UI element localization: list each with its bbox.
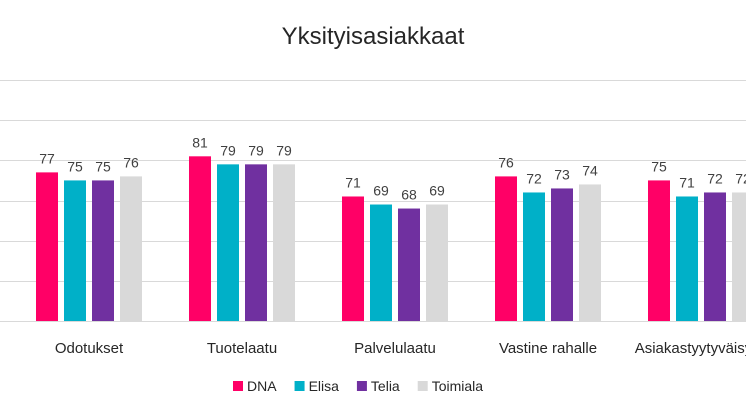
bar — [732, 192, 746, 321]
bars — [36, 156, 746, 321]
data-label: 69 — [429, 183, 445, 199]
data-label: 68 — [401, 187, 417, 203]
data-label: 76 — [498, 154, 514, 170]
data-label: 69 — [373, 183, 389, 199]
data-label: 76 — [123, 154, 139, 170]
legend-label: Telia — [371, 378, 400, 394]
data-label: 74 — [582, 162, 598, 178]
bar — [342, 196, 364, 321]
bar — [370, 204, 392, 321]
bar — [120, 176, 142, 321]
bar — [398, 208, 420, 321]
bar — [495, 176, 517, 321]
bar — [579, 184, 601, 321]
data-label: 71 — [679, 174, 695, 190]
legend-swatch — [356, 381, 367, 391]
bar — [217, 164, 239, 321]
data-label: 75 — [67, 158, 83, 174]
data-label: 79 — [248, 142, 264, 158]
legend-label: Elisa — [309, 378, 340, 394]
bar — [523, 192, 545, 321]
chart-title: Yksityisasiakkaat — [282, 23, 465, 50]
legend-item: Toimiala — [417, 378, 484, 394]
bar — [426, 204, 448, 321]
legend-label: DNA — [247, 378, 277, 394]
legend-item: Elisa — [294, 378, 340, 394]
data-label: 72 — [735, 170, 746, 186]
legend-item: DNA — [233, 378, 277, 394]
bar — [36, 172, 58, 321]
bar — [648, 180, 670, 321]
bar — [551, 188, 573, 321]
category-labels: Odotukset Tuotelaatu Palvelulaatu Vastine r… — [55, 340, 746, 357]
bar — [273, 164, 295, 321]
data-label: 79 — [220, 142, 236, 158]
legend-item: Telia — [356, 378, 400, 394]
bar — [704, 192, 726, 321]
data-labels: 77 75 75 76 81 79 79 79 71 69 68 69 76 72 73 74 75 71 72 72 — [39, 134, 746, 202]
data-label: 71 — [345, 174, 361, 190]
bar — [245, 164, 267, 321]
legend-swatch — [294, 381, 305, 391]
category-label: Asiakastyytyväisyys — [635, 340, 746, 357]
data-label: 79 — [276, 142, 292, 158]
bar — [92, 180, 114, 321]
legend-swatch — [233, 381, 243, 391]
data-label: 75 — [95, 158, 111, 174]
data-label: 81 — [192, 134, 208, 150]
bar — [189, 156, 211, 321]
data-label: 72 — [707, 170, 723, 186]
category-label: Tuotelaatu — [207, 340, 277, 357]
bar — [64, 180, 86, 321]
data-label: 73 — [554, 166, 570, 182]
legend-label: Toimiala — [432, 378, 484, 394]
legend: DNA Elisa Telia Toimiala — [233, 378, 483, 394]
category-label: Odotukset — [55, 340, 124, 357]
bar — [676, 196, 698, 321]
legend-swatch — [417, 381, 428, 391]
data-label: 77 — [39, 150, 55, 166]
data-label: 72 — [526, 170, 542, 186]
category-label: Palvelulaatu — [354, 340, 436, 357]
data-label: 75 — [651, 158, 667, 174]
category-label: Vastine rahalle — [499, 340, 597, 357]
